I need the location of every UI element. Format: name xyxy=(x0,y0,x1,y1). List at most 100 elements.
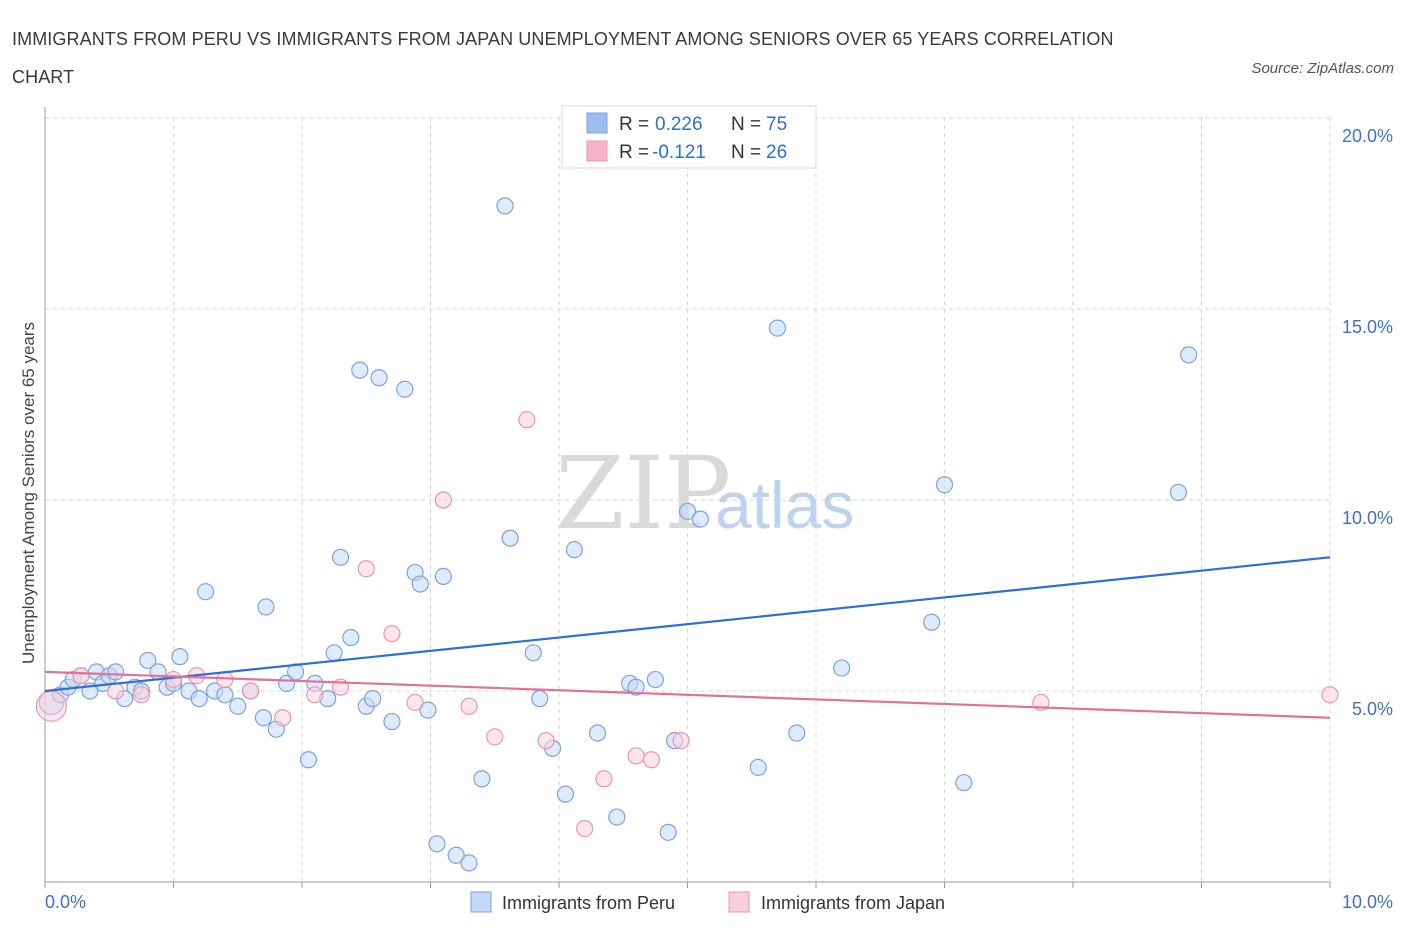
point-peru-53 xyxy=(531,690,549,708)
point-japan-21 xyxy=(627,747,645,765)
legend-swatch-peru xyxy=(586,112,608,134)
point-peru-74 xyxy=(1180,346,1198,364)
point-peru-52 xyxy=(524,644,542,662)
point-peru-51 xyxy=(501,529,519,547)
watermark: ZIP atlas xyxy=(555,435,854,552)
point-peru-66 xyxy=(749,758,767,777)
series-legend: Immigrants from Peru Immigrants from Jap… xyxy=(470,891,945,913)
trend-line-japan xyxy=(44,670,1331,719)
point-japan-15 xyxy=(460,697,478,715)
point-peru-26 xyxy=(257,598,275,616)
bottom-legend-swatch-peru xyxy=(470,891,492,913)
chart-title: IMMIGRANTS FROM PERU VS IMMIGRANTS FROM … xyxy=(12,29,1114,87)
point-peru-45 xyxy=(428,835,446,853)
legend-r-value-japan: -0.121 xyxy=(652,142,706,163)
point-peru-56 xyxy=(565,541,584,559)
watermark-zip: ZIP xyxy=(555,435,731,552)
point-peru-25 xyxy=(254,709,273,727)
x-tick-labels: 0.0% 10.0% xyxy=(45,892,1393,912)
point-peru-33 xyxy=(325,644,343,662)
point-japan-8 xyxy=(274,709,292,727)
point-peru-22 xyxy=(216,686,234,704)
y-tick-label-0: 5.0% xyxy=(1352,699,1393,719)
axes xyxy=(44,107,1331,888)
point-peru-65 xyxy=(691,510,709,528)
legend-r-label-japan: R = xyxy=(619,142,649,163)
point-peru-67 xyxy=(768,319,787,337)
point-peru-41 xyxy=(396,380,414,398)
point-peru-69 xyxy=(833,659,851,677)
point-peru-49 xyxy=(473,770,491,788)
bottom-legend-label-japan: Immigrants from Japan xyxy=(761,893,945,913)
point-peru-55 xyxy=(556,785,575,803)
point-japan-23 xyxy=(672,732,690,750)
point-peru-58 xyxy=(608,808,626,826)
x-tick-label-1: 10.0% xyxy=(1342,892,1393,912)
point-peru-46 xyxy=(434,567,452,586)
point-peru-57 xyxy=(588,724,607,742)
y-tick-label-2: 15.0% xyxy=(1342,317,1393,337)
point-peru-38 xyxy=(364,690,382,708)
point-japan-13 xyxy=(406,693,424,712)
y-tick-label-3: 20.0% xyxy=(1342,126,1393,146)
point-peru-36 xyxy=(351,361,369,379)
watermark-atlas: atlas xyxy=(715,468,854,542)
point-peru-48 xyxy=(460,854,478,872)
point-peru-61 xyxy=(646,670,664,689)
trend-lines xyxy=(44,556,1331,719)
legend-n-value-peru: 75 xyxy=(766,114,787,135)
point-japan-17 xyxy=(518,411,536,429)
legend-n-value-japan: 26 xyxy=(766,142,787,163)
point-japan-18 xyxy=(537,732,555,750)
trend-line-peru xyxy=(44,556,1331,693)
bottom-legend-label-peru: Immigrants from Peru xyxy=(502,893,675,913)
legend-swatch-japan xyxy=(586,140,608,162)
point-japan-25 xyxy=(1321,686,1339,704)
y-tick-labels: 5.0% 10.0% 15.0% 20.0% xyxy=(1342,126,1393,719)
point-japan-1 xyxy=(72,667,90,685)
chart-source: Source: ZipAtlas.com xyxy=(1251,60,1394,77)
x-tick-label-0: 0.0% xyxy=(45,892,86,912)
point-japan-7 xyxy=(242,682,260,700)
legend-r-label-peru: R = xyxy=(619,114,649,135)
point-japan-22 xyxy=(642,751,661,769)
point-peru-30 xyxy=(299,751,318,769)
point-japan-4 xyxy=(164,670,183,689)
point-peru-35 xyxy=(342,628,360,647)
point-japan-20 xyxy=(595,770,613,788)
point-japan-3 xyxy=(132,686,150,704)
point-peru-20 xyxy=(197,583,215,601)
point-peru-73 xyxy=(1169,483,1187,501)
point-peru-34 xyxy=(331,548,350,566)
point-peru-44 xyxy=(419,701,437,719)
point-peru-9 xyxy=(107,663,125,681)
point-peru-40 xyxy=(383,712,401,731)
correlation-legend: R = 0.226 N = 75 R = -0.121 N = 26 xyxy=(561,105,817,169)
point-peru-60 xyxy=(627,678,645,696)
point-peru-70 xyxy=(923,613,941,631)
point-japan-2 xyxy=(107,682,125,700)
point-japan-12 xyxy=(383,625,401,643)
point-peru-13 xyxy=(139,651,157,670)
legend-r-value-peru: 0.226 xyxy=(655,114,703,135)
point-peru-17 xyxy=(171,648,189,666)
y-tick-label-1: 10.0% xyxy=(1342,508,1393,528)
point-peru-71 xyxy=(935,476,954,494)
y-axis-label: Unemployment Among Seniors over 65 years xyxy=(19,322,38,664)
point-peru-68 xyxy=(788,724,806,742)
point-japan-16 xyxy=(486,728,504,746)
point-peru-64 xyxy=(678,502,697,521)
point-japan-19 xyxy=(576,819,594,838)
point-peru-39 xyxy=(370,369,388,387)
bottom-legend-swatch-japan xyxy=(728,891,750,913)
point-japan-9 xyxy=(306,686,324,704)
point-peru-14 xyxy=(149,663,167,681)
legend-n-label-peru: N = xyxy=(731,114,761,135)
legend-n-label-japan: N = xyxy=(731,142,761,163)
point-japan-11 xyxy=(357,560,375,578)
point-peru-47 xyxy=(447,846,465,864)
point-peru-19 xyxy=(190,690,208,708)
point-peru-62 xyxy=(659,823,677,841)
point-japan-0 xyxy=(35,690,68,722)
